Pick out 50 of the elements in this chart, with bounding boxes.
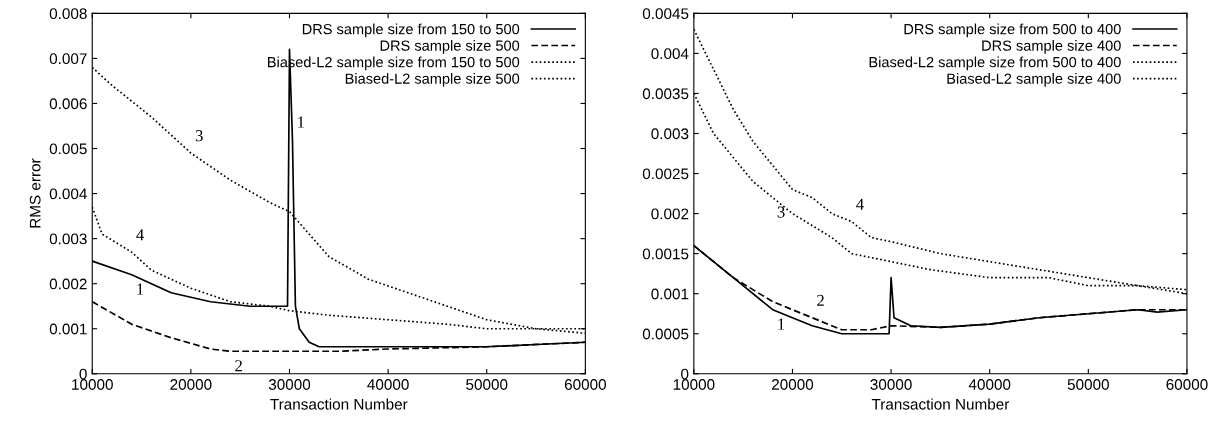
x-tick-label: 60000 (564, 379, 606, 390)
x-tick-label: 50000 (1067, 379, 1109, 390)
x-axis-title: Transaction Number (871, 398, 1010, 410)
y-tick-label: 0.006 (49, 98, 87, 110)
legend-label: Biased-L2 sample size 500 (345, 73, 520, 87)
y-tick-label: 0.008 (49, 8, 87, 20)
y-tick-label: 0.0005 (642, 328, 689, 340)
y-tick-label: 0.004 (49, 188, 87, 200)
y-axis-title: RMS error (29, 158, 41, 228)
x-tick-label: 40000 (968, 379, 1011, 390)
annotation: 1 (298, 116, 304, 128)
annotation: 4 (136, 229, 144, 241)
y-tick-label: 0.0015 (642, 248, 689, 260)
legend-label: Biased-L2 sample size 400 (947, 73, 1121, 87)
x-tick-label: 30000 (268, 379, 311, 390)
x-tick-label: 60000 (1166, 379, 1208, 390)
y-tick-label: 0.0035 (642, 88, 689, 100)
x-axis-title: Transaction Number (270, 398, 408, 410)
legend-label: DRS sample size 500 (380, 40, 520, 54)
y-tick-label: 0.0025 (642, 168, 689, 180)
y-tick-label: 0.003 (651, 128, 689, 140)
x-tick-label: 20000 (170, 379, 212, 390)
x-tick-label: 20000 (771, 379, 814, 390)
y-tick-label: 0 (79, 368, 87, 380)
y-tick-label: 0.004 (651, 48, 689, 60)
legend-label: DRS sample size from 150 to 500 (302, 23, 520, 38)
y-tick-label: 0.007 (49, 53, 87, 65)
y-tick-label: 0.001 (651, 288, 689, 300)
annotation: 3 (195, 130, 203, 142)
x-tick-label: 10000 (673, 379, 715, 390)
y-tick-label: 0.003 (49, 233, 87, 245)
legend-label: DRS sample size 400 (982, 40, 1121, 54)
y-tick-label: 0.002 (49, 278, 87, 290)
annotation: 1 (778, 318, 785, 330)
x-tick-label: 40000 (367, 379, 409, 390)
y-tick-label: 0.001 (49, 323, 87, 335)
y-tick-label: 0 (681, 368, 689, 380)
legend-label: Biased-L2 sample size from 500 to 400 (869, 56, 1121, 71)
x-tick-label: 30000 (870, 379, 912, 390)
annotation: 3 (777, 206, 785, 218)
y-tick-label: 0.005 (49, 143, 87, 155)
annotation: 2 (235, 360, 242, 372)
y-tick-label: 0.002 (651, 208, 689, 220)
legend-label: DRS sample size from 500 to 400 (904, 23, 1121, 38)
annotation: 4 (856, 198, 864, 210)
annotation: 2 (817, 294, 824, 306)
x-tick-label: 10000 (72, 379, 113, 390)
y-tick-label: 0.0045 (642, 8, 689, 20)
annotation: 1 (137, 283, 144, 295)
x-tick-label: 50000 (466, 379, 508, 390)
